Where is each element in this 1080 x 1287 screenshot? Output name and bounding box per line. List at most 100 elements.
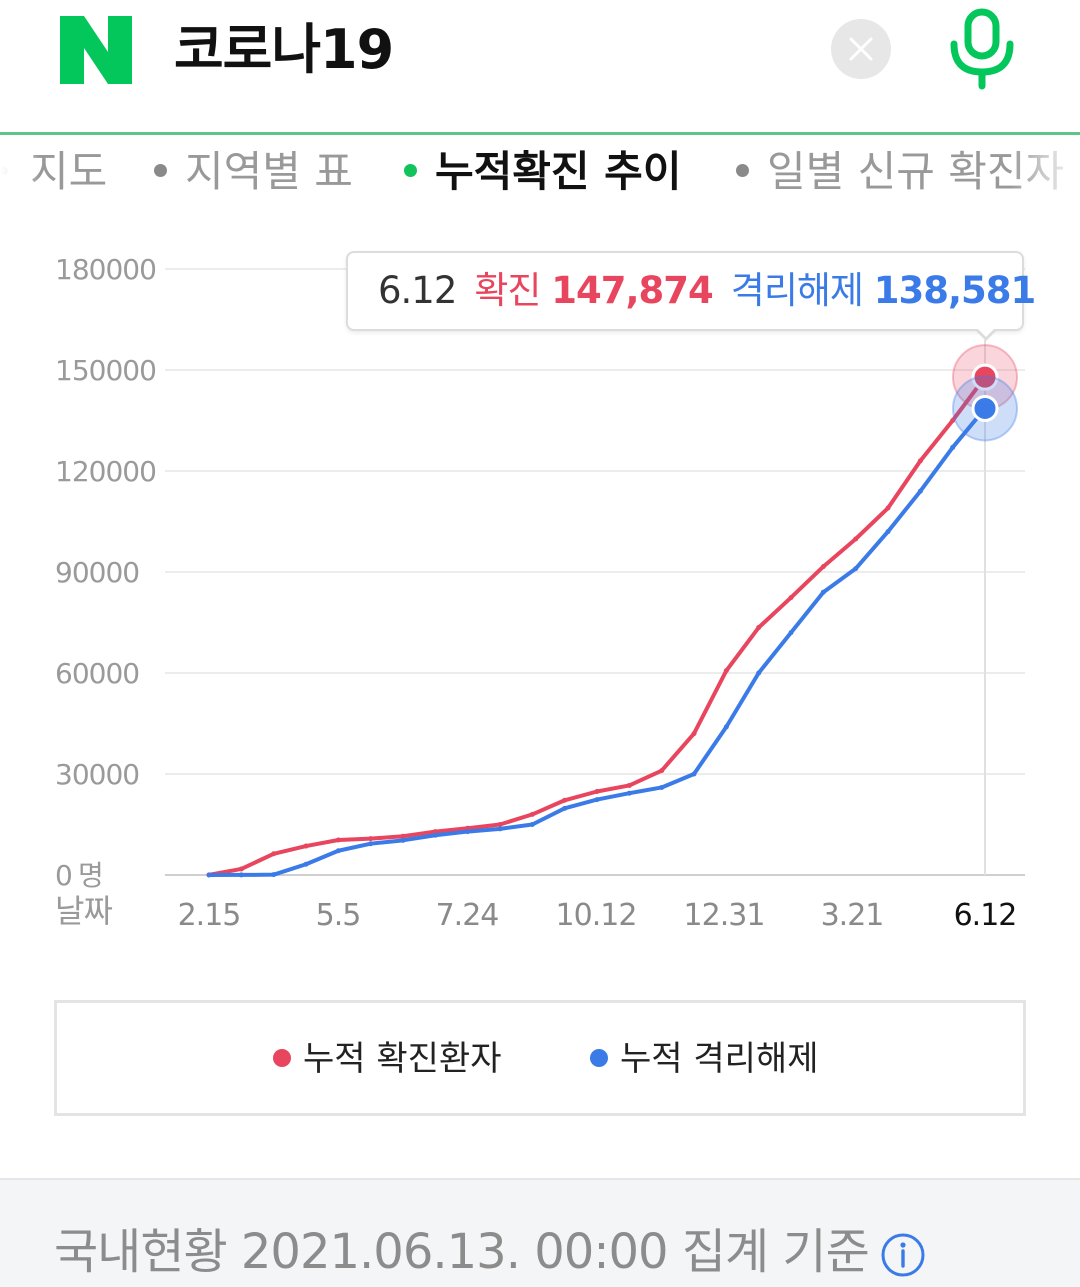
released-point	[756, 670, 762, 676]
confirmed-point	[820, 564, 826, 570]
released-point	[562, 805, 568, 811]
tab-label: 누적확진 추이	[435, 147, 682, 196]
legend-dot-icon	[273, 1048, 291, 1067]
confirmed-point	[497, 822, 503, 827]
search-header: 코로나19	[0, 0, 1080, 135]
released-point	[497, 826, 503, 832]
tab-bullet-icon	[404, 164, 417, 177]
y-tick-label: 0	[55, 859, 72, 892]
y-tick-label: 90000	[55, 556, 139, 589]
tab-label: 지역별 표	[185, 147, 353, 196]
microphone-icon[interactable]	[946, 8, 1018, 90]
released-point	[788, 630, 794, 636]
released-highlight-point[interactable]	[971, 394, 999, 422]
domestic-status-footer: 국내현황 2021.06.13. 00:00 집계 기준	[0, 1178, 1080, 1287]
naver-logo-icon[interactable]	[60, 16, 132, 84]
released-point	[691, 771, 697, 777]
tooltip-arrow-inner	[976, 327, 996, 337]
tooltip-date: 6.12	[378, 269, 457, 312]
chart-legend: 누적 확진환자 누적 격리해제	[54, 1000, 1026, 1116]
legend-label: 누적 확진환자	[303, 1039, 502, 1079]
y-tick-label: 60000	[55, 657, 139, 690]
tooltip-confirmed-label: 확진	[474, 269, 541, 312]
released-point	[238, 872, 244, 878]
confirmed-point	[853, 536, 859, 542]
confirmed-point	[756, 625, 762, 631]
confirmed-point	[917, 458, 923, 464]
released-point	[529, 822, 535, 827]
x-tick-label: 12.31	[684, 898, 765, 933]
chart-series	[206, 374, 988, 878]
confirmed-point	[788, 595, 794, 601]
info-icon[interactable]	[880, 1232, 926, 1278]
y-tick-label: 150000	[55, 354, 156, 387]
tab-map[interactable]: 지도	[0, 142, 107, 202]
x-tick-label: 7.24	[436, 898, 499, 933]
confirmed-point	[271, 851, 277, 857]
chart-grid	[165, 268, 1025, 876]
released-point	[271, 872, 277, 878]
confirmed-point	[562, 797, 568, 803]
x-tick-label: 2.15	[178, 898, 241, 933]
confirmed-point	[723, 668, 729, 674]
x-axis-label: 날짜	[55, 892, 112, 930]
confirmed-point	[626, 782, 632, 788]
y-axis-ticks: 0 30000 60000 90000 120000 150000 180000	[55, 253, 157, 892]
released-point	[626, 790, 632, 796]
released-point	[335, 848, 341, 854]
header-divider	[0, 132, 1080, 135]
y-tick-label: 180000	[55, 253, 156, 286]
released-point	[950, 444, 956, 450]
confirmed-point	[885, 505, 891, 511]
legend-item-released[interactable]: 누적 격리해제	[590, 1037, 819, 1081]
released-point	[432, 832, 438, 838]
legend-dot-icon	[590, 1048, 608, 1067]
tab-bullet-icon	[736, 164, 749, 177]
released-point	[820, 589, 826, 595]
y-axis-unit-label: 명	[78, 859, 103, 892]
legend-item-confirmed[interactable]: 누적 확진환자	[273, 1037, 502, 1081]
y-tick-label: 30000	[55, 758, 139, 791]
released-point	[723, 724, 729, 730]
tab-bullet-icon	[154, 164, 167, 177]
confirmed-point	[400, 833, 406, 839]
confirmed-point	[594, 789, 600, 795]
tab-cumulative-trend[interactable]: 누적확진 추이	[404, 142, 681, 202]
confirmed-point	[950, 418, 956, 423]
confirmed-point	[659, 768, 665, 774]
confirmed-highlight-point[interactable]	[971, 363, 999, 391]
close-icon	[849, 37, 873, 61]
search-query-text[interactable]: 코로나19	[174, 18, 394, 81]
chart-tooltip: 6.12 확진 147,874 격리해제 138,581	[346, 251, 1036, 331]
confirmed-point	[303, 843, 309, 849]
tab-label: 지도	[30, 147, 108, 196]
released-point	[885, 529, 891, 535]
released-point	[206, 872, 212, 878]
tabs-fade-right	[1010, 136, 1080, 206]
x-tick-label: 6.12	[954, 898, 1017, 933]
released-point	[917, 488, 923, 494]
x-tick-label: 5.5	[316, 898, 361, 933]
tabs-fade-left	[0, 136, 40, 206]
naver-logo-n-shape	[60, 16, 132, 84]
confirmed-point	[691, 731, 697, 737]
released-point	[594, 797, 600, 803]
confirmed-point	[335, 837, 341, 843]
tab-region-table[interactable]: 지역별 표	[154, 142, 353, 202]
released-point	[400, 837, 406, 843]
x-tick-label: 3.21	[821, 898, 884, 933]
x-tick-label: 10.12	[556, 898, 637, 933]
confirmed-point	[529, 811, 535, 817]
tooltip-released-label: 격리해제	[730, 269, 864, 312]
highlight-markers[interactable]	[952, 344, 1018, 442]
tooltip-released-value: 138,581	[873, 269, 1037, 312]
released-point	[659, 784, 665, 790]
released-series-line	[207, 406, 987, 877]
clear-search-button[interactable]	[831, 19, 891, 79]
confirmed-point	[432, 829, 438, 835]
released-point	[303, 861, 309, 867]
released-point	[853, 566, 859, 572]
x-axis-ticks: 2.15 5.5 7.24 10.12 12.31 3.21 6.12	[178, 898, 1018, 933]
confirmed-point	[238, 866, 244, 872]
